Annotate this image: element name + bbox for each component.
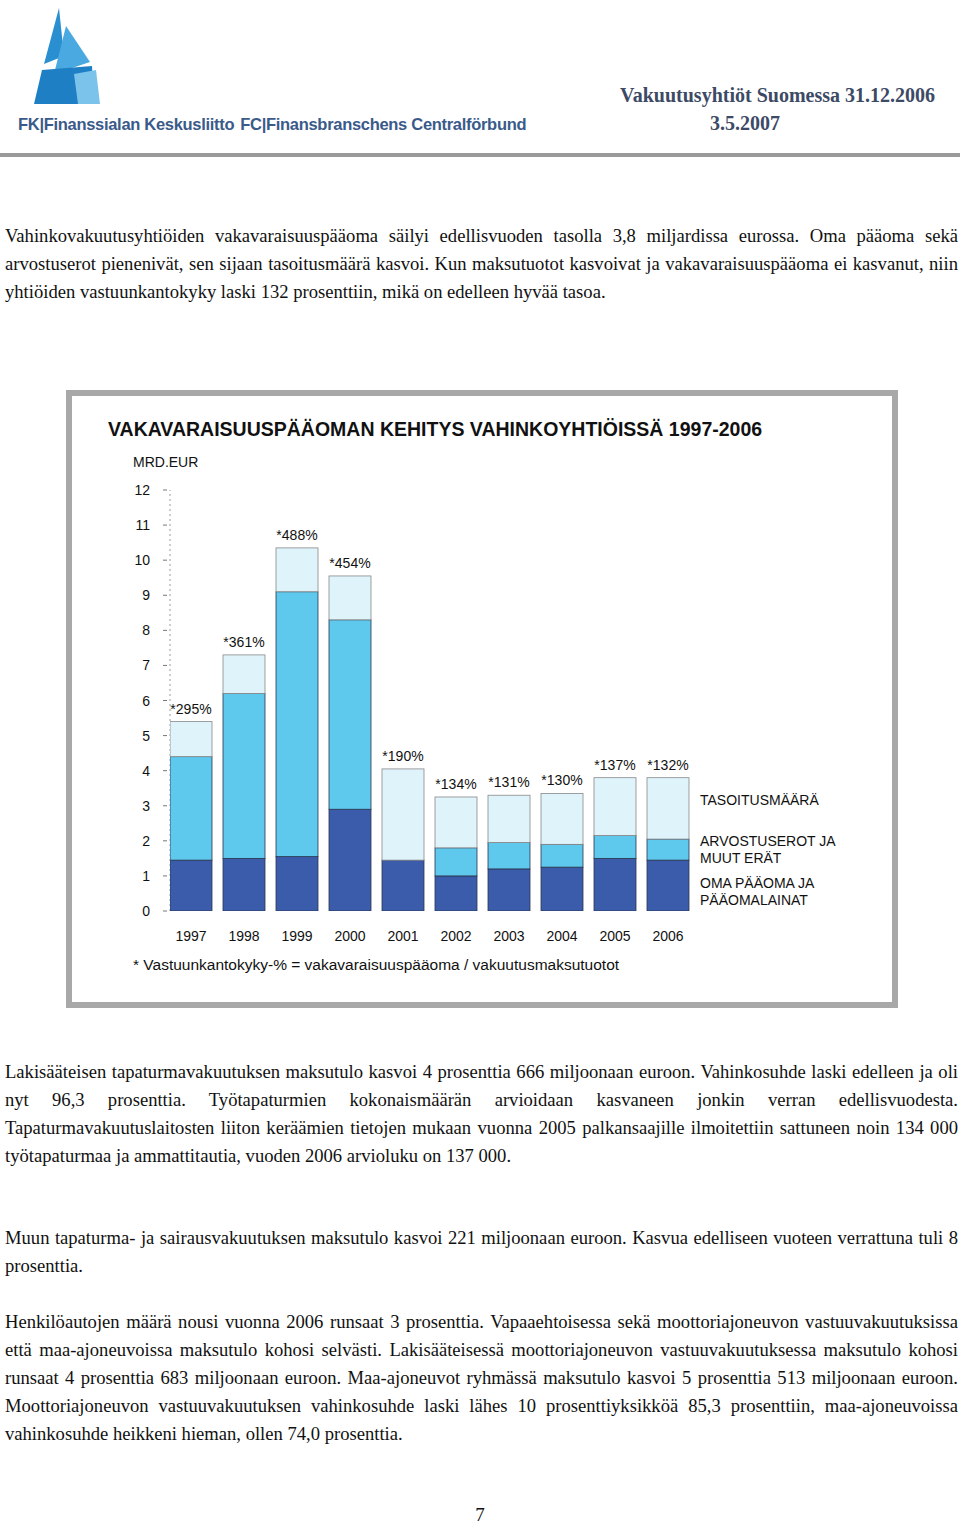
y-tick xyxy=(163,560,167,561)
y-tick xyxy=(163,840,167,841)
bar-segment xyxy=(435,848,477,876)
y-tick xyxy=(163,735,167,736)
y-tick xyxy=(163,490,167,491)
chart-frame xyxy=(66,390,898,1008)
y-tick-label: 6 xyxy=(142,693,150,709)
x-tick-label: 2001 xyxy=(387,928,418,944)
logo-label: FK|Finanssialan Keskusliitto xyxy=(18,115,234,133)
y-tick xyxy=(163,525,167,526)
paragraph: Lakisääteisen tapaturmavakuutuksen maksu… xyxy=(5,1058,958,1170)
y-tick xyxy=(163,770,167,771)
bar-segment xyxy=(541,793,583,844)
bar-segment xyxy=(170,757,212,860)
bar-segment xyxy=(435,876,477,911)
header-date: 3.5.2007 xyxy=(710,112,780,135)
x-tick-label: 2005 xyxy=(599,928,630,944)
bar-annotation: *190% xyxy=(382,748,423,764)
bar-segment xyxy=(223,693,265,858)
y-tick xyxy=(163,805,167,806)
x-tick-label: 1998 xyxy=(228,928,259,944)
y-tick-label: 5 xyxy=(142,728,150,744)
x-tick-label: 2000 xyxy=(334,928,365,944)
y-tick xyxy=(163,595,167,596)
bar-annotation: *137% xyxy=(594,757,635,773)
y-tick xyxy=(163,630,167,631)
chart: VAKAVARAISUUSPÄÄOMAN KEHITYS VAHINKOYHTI… xyxy=(0,0,960,1525)
bar-segment xyxy=(382,769,424,860)
x-tick-label: 2006 xyxy=(652,928,683,944)
axis-label: MRD.EUR xyxy=(133,454,198,470)
y-tick-label: 0 xyxy=(142,903,150,919)
logo-text: FK|Finanssialan Keskusliitto FC|Finansbra… xyxy=(18,115,532,134)
bar-segment xyxy=(329,809,371,911)
y-tick-label: 12 xyxy=(134,482,150,498)
y-tick-label: 11 xyxy=(135,517,150,533)
x-tick-label: 1999 xyxy=(281,928,312,944)
y-tick xyxy=(163,911,167,912)
bar-annotation: *295% xyxy=(170,701,211,717)
bar-segment xyxy=(647,839,689,860)
bar-segment xyxy=(435,797,477,848)
bar-segment xyxy=(594,858,636,911)
y-tick xyxy=(163,875,167,876)
bar-annotation: *361% xyxy=(223,634,264,650)
bar-segment xyxy=(488,843,530,869)
y-tick-label: 1 xyxy=(142,868,150,884)
legend-entry: TASOITUSMÄÄRÄ xyxy=(700,792,850,809)
bar-annotation: *454% xyxy=(329,555,370,571)
x-tick-label: 2002 xyxy=(440,928,471,944)
paragraph: Vahinkovakuutusyhtiöiden vakavaraisuuspä… xyxy=(5,222,958,306)
x-tick-label: 2004 xyxy=(546,928,577,944)
bar-segment xyxy=(647,860,689,911)
x-tick-label: 2003 xyxy=(493,928,524,944)
y-tick-label: 3 xyxy=(142,798,150,814)
paragraph: Henkilöautojen määrä nousi vuonna 2006 r… xyxy=(5,1308,958,1448)
paragraph: Muun tapaturma- ja sairausvakuutuksen ma… xyxy=(5,1224,958,1280)
legend-entry: ARVOSTUSEROT JA MUUT ERÄT xyxy=(700,833,850,867)
footnote: * Vastuunkantokyky-% = vakavaraisuuspääo… xyxy=(133,956,620,973)
bar-segment xyxy=(488,795,530,842)
bar-annotation: *130% xyxy=(541,772,582,788)
bar-annotation: *488% xyxy=(276,527,317,543)
y-tick xyxy=(163,665,167,666)
legend-entry: OMA PÄÄOMA JA PÄÄOMALAINAT xyxy=(700,875,850,909)
header-rule xyxy=(0,153,960,157)
bar-segment xyxy=(223,655,265,694)
bar-segment xyxy=(488,869,530,911)
y-tick-label: 10 xyxy=(134,552,150,568)
bar-segment xyxy=(329,576,371,620)
y-tick-label: 7 xyxy=(142,657,150,673)
bar-annotation: *132% xyxy=(647,757,688,773)
bar-segment xyxy=(647,778,689,839)
bar-segment xyxy=(594,778,636,836)
logo-label: FC|Finansbranschens Centralförbund xyxy=(240,115,526,133)
logo-mark xyxy=(14,4,124,116)
bar-segment xyxy=(276,592,318,857)
header-title: Vakuutusyhtiöt Suomessa 31.12.2006 xyxy=(620,84,935,107)
bar-segment xyxy=(170,722,212,757)
bar-segment xyxy=(276,548,318,592)
y-tick-label: 2 xyxy=(142,833,150,849)
bar-segment xyxy=(382,860,424,911)
bar-segment xyxy=(329,620,371,809)
page-number: 7 xyxy=(0,1504,960,1525)
bar-segment xyxy=(223,858,265,911)
bar-segment xyxy=(541,867,583,911)
chart-title: VAKAVARAISUUSPÄÄOMAN KEHITYS VAHINKOYHTI… xyxy=(108,418,762,440)
y-tick-label: 4 xyxy=(142,763,150,779)
bar-segment xyxy=(594,836,636,859)
y-tick-label: 8 xyxy=(142,622,150,638)
bar-segment xyxy=(541,844,583,867)
bar-segment xyxy=(170,860,212,911)
x-tick-label: 1997 xyxy=(175,928,206,944)
y-tick xyxy=(163,700,167,701)
bar-annotation: *131% xyxy=(488,774,529,790)
bar-annotation: *134% xyxy=(435,776,476,792)
bar-segment xyxy=(276,857,318,911)
y-tick-label: 9 xyxy=(142,587,150,603)
bars xyxy=(170,548,689,911)
logo-shape xyxy=(74,70,100,104)
